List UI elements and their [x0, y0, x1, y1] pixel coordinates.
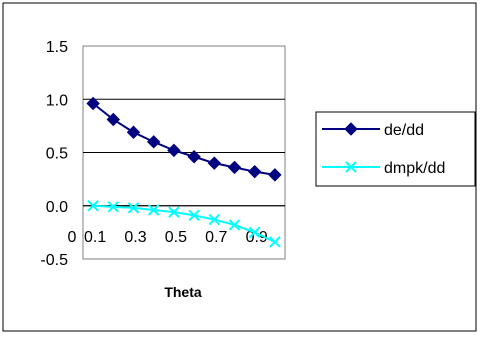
- y-tick-label: -0.5: [40, 252, 68, 269]
- data-point: [228, 219, 241, 231]
- series-1: [86, 96, 282, 182]
- x-axis-label: Theta: [164, 284, 202, 300]
- data-point: [107, 201, 120, 213]
- data-point: [268, 168, 282, 182]
- data-point: [187, 150, 201, 164]
- legend-entry: de/dd: [322, 122, 424, 139]
- series-line: [92, 102, 276, 176]
- y-axis-ticks: 1.5 1.0 0.5 0.0 -0.5: [40, 39, 68, 269]
- x-tick-label: 0.5: [165, 229, 187, 246]
- data-point: [208, 213, 221, 226]
- data-point: [227, 160, 242, 175]
- legend-label: dmpk/dd: [384, 160, 445, 177]
- data-point: [126, 125, 141, 139]
- data-point: [269, 236, 281, 248]
- data-point: [248, 226, 261, 239]
- series-line: [93, 204, 276, 243]
- y-tick-label: 0.5: [46, 146, 68, 163]
- legend-marker: [344, 122, 358, 136]
- data-point: [106, 112, 121, 127]
- data-point: [247, 164, 262, 179]
- x-axis-ticks: 0 0.1 0.3 0.5 0.7 0.9: [68, 229, 268, 246]
- y-tick-label: 1.5: [46, 39, 68, 56]
- legend-label: de/dd: [384, 122, 424, 139]
- data-point: [207, 156, 222, 170]
- data-point: [146, 135, 161, 149]
- legend-entry: dmpk/dd: [322, 160, 445, 177]
- data-point: [188, 209, 200, 222]
- series-2: [87, 200, 281, 248]
- legend-box: [315, 111, 476, 187]
- gridlines: [83, 98, 285, 207]
- data-point: [86, 96, 100, 111]
- x-tick-label: 0.9: [246, 229, 268, 246]
- legend-marker: [345, 161, 357, 173]
- data-point: [87, 200, 99, 212]
- y-tick-label: 0.0: [46, 199, 68, 216]
- data-point: [167, 143, 181, 158]
- x-tick-label: 0.7: [205, 229, 227, 246]
- data-point: [168, 206, 180, 218]
- data-point: [147, 204, 160, 216]
- x-tick-label: 0.3: [124, 229, 146, 246]
- y-tick-label: 1.0: [46, 92, 68, 109]
- data-point: [127, 202, 140, 214]
- x-tick-label: 0: [68, 229, 77, 246]
- legend: de/dd dmpk/dd: [315, 111, 476, 187]
- series-group: [86, 96, 282, 248]
- x-tick-label: 0.1: [84, 229, 106, 246]
